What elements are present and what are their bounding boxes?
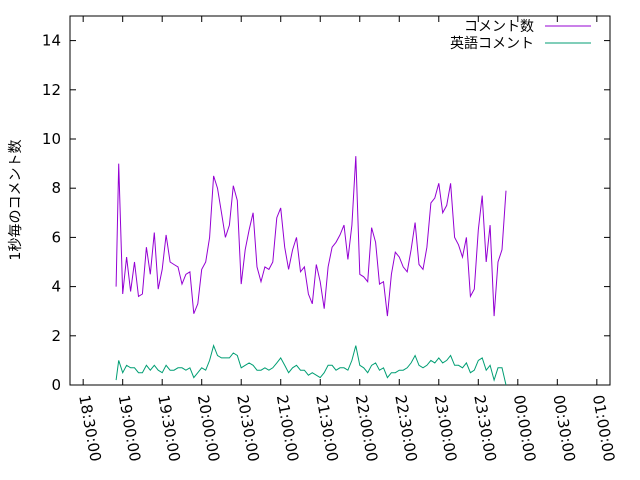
x-tick-label: 21:30:00: [312, 394, 341, 463]
plot-frame: [69, 15, 611, 386]
x-tick-label: 22:00:00: [352, 394, 381, 463]
x-tick-label: 21:00:00: [273, 394, 302, 463]
x-tick-label: 18:30:00: [75, 394, 104, 463]
legend-label-1: 英語コメント: [450, 35, 534, 52]
axis-ticks: 0 2 4 6 8 10 12 14 18:30:00 19:00:00 19:30:00 20:00…: [42, 16, 618, 463]
x-tick-label: 00:30:00: [549, 394, 578, 463]
y-tick-label: 8: [51, 179, 61, 197]
y-tick-label: 0: [51, 376, 61, 394]
x-tick-label: 19:30:00: [154, 394, 183, 463]
x-tick-label: 22:30:00: [391, 394, 420, 463]
legend-label-0: コメント数: [464, 19, 534, 35]
y-tick-label: 10: [42, 130, 61, 148]
x-tick-label: 20:00:00: [194, 394, 223, 463]
series-line-1: [115, 344, 507, 386]
y-axis-label: 1秒毎のコメント数: [8, 140, 24, 261]
series-line-0: [115, 156, 507, 317]
x-tick-label: 01:00:00: [589, 394, 618, 463]
y-tick-label: 4: [51, 278, 61, 296]
y-tick-label: 6: [51, 228, 61, 246]
y-tick-label: 14: [42, 32, 61, 50]
x-tick-label: 00:00:00: [510, 394, 539, 463]
y-tick-label: 2: [51, 327, 61, 345]
y-tick-label: 12: [42, 81, 61, 99]
x-tick-label: 19:00:00: [115, 394, 144, 463]
x-tick-label: 20:30:00: [233, 394, 262, 463]
x-tick-label: 23:00:00: [431, 394, 460, 463]
x-tick-label: 23:30:00: [470, 394, 499, 463]
series-lines: [115, 156, 507, 386]
